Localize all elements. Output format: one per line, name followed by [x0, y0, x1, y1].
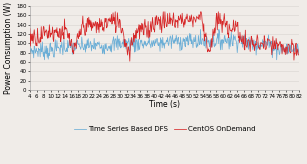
Line: CentOS OnDemand: CentOS OnDemand: [30, 12, 299, 61]
Time Series Based DFS: [28, 42, 32, 44]
CentOS OnDemand: [292, 59, 296, 61]
CentOS OnDemand: [250, 38, 254, 40]
Time Series Based DFS: [157, 45, 160, 47]
Time Series Based DFS: [158, 50, 162, 52]
Time Series Based DFS: [189, 33, 193, 35]
Y-axis label: Power Consumption (W): Power Consumption (W): [4, 2, 13, 94]
CentOS OnDemand: [175, 20, 179, 22]
Time Series Based DFS: [250, 37, 254, 39]
CentOS OnDemand: [113, 11, 117, 13]
CentOS OnDemand: [159, 15, 162, 17]
X-axis label: Time (s): Time (s): [149, 100, 180, 109]
Time Series Based DFS: [199, 29, 202, 31]
Time Series Based DFS: [174, 34, 178, 36]
CentOS OnDemand: [157, 19, 161, 21]
CentOS OnDemand: [189, 14, 193, 16]
CentOS OnDemand: [128, 60, 132, 62]
Line: Time Series Based DFS: Time Series Based DFS: [30, 30, 299, 60]
Legend: Time Series Based DFS, CentOS OnDemand: Time Series Based DFS, CentOS OnDemand: [71, 124, 258, 135]
Time Series Based DFS: [43, 59, 46, 61]
CentOS OnDemand: [297, 54, 301, 56]
Time Series Based DFS: [292, 47, 296, 49]
Time Series Based DFS: [297, 47, 301, 49]
CentOS OnDemand: [28, 28, 32, 30]
